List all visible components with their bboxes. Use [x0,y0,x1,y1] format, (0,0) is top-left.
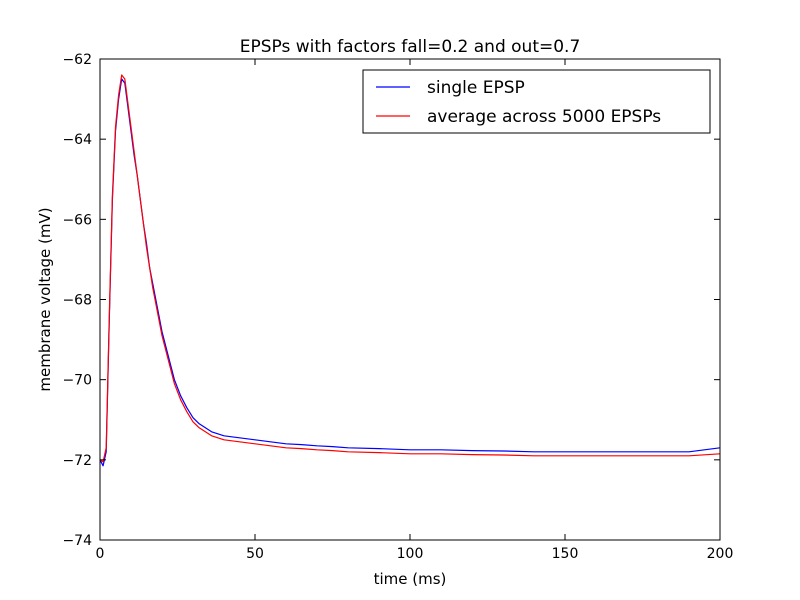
x-tick-label-3: 150 [552,546,579,562]
y-tick-label-5: −64 [62,132,92,148]
legend-label-single-epsp: single EPSP [427,78,525,98]
legend-label-average: average across 5000 EPSPs [427,107,661,127]
y-tick-label-6: −62 [62,52,92,68]
chart-title: EPSPs with factors fall=0.2 and out=0.7 [240,37,581,57]
x-tick-label-0: 0 [96,546,105,562]
y-tick-label-3: −68 [62,293,92,309]
series-line-1 [99,74,721,463]
y-tick-label-1: −72 [62,453,92,469]
x-tick-label-1: 50 [246,546,264,562]
y-axis-title: membrane voltage (mV) [36,207,54,391]
y-tick-label-2: −70 [62,373,92,389]
x-axis-title: time (ms) [374,570,447,588]
y-tick-label-4: −66 [62,212,92,228]
y-tick-label-0: −74 [62,533,92,549]
ticks-layer: 0 50 100 150 200 −74 −72 −70 −68 −66 −64 −62 [62,52,733,562]
legend: single EPSP average across 5000 EPSPs [362,69,711,134]
series-layer [99,74,721,467]
x-tick-label-2: 100 [397,546,424,562]
x-tick-label-4: 200 [707,546,734,562]
legend-box [362,69,711,134]
